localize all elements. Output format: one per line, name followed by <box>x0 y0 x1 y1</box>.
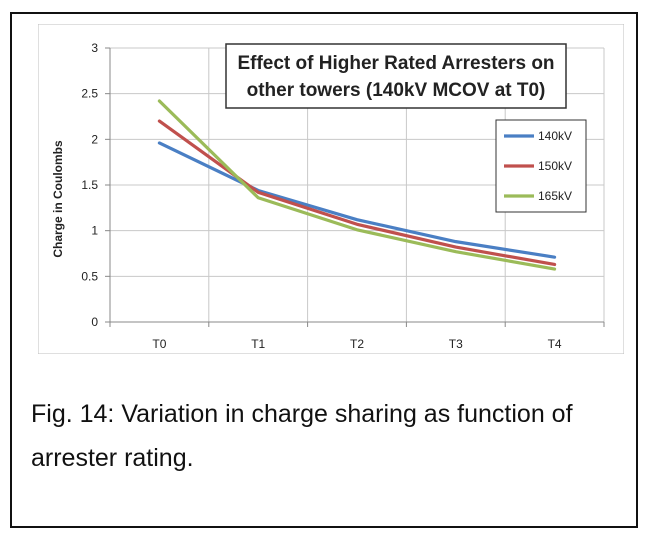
x-tick-label: T4 <box>548 337 562 351</box>
x-tick-label: T1 <box>251 337 265 351</box>
legend-label-165kV: 165kV <box>538 189 572 203</box>
chart-area: 0 0.5 1 1.5 2 2.5 3 T0 T1 T2 T3 T4 Effect of Higher… <box>37 23 625 355</box>
legend-label-140kV: 140kV <box>538 129 572 143</box>
axes: 0 0.5 1 1.5 2 2.5 3 T0 T1 T2 T3 T4 <box>81 41 605 351</box>
x-tick-label: T3 <box>449 337 463 351</box>
y-tick-label: 1.5 <box>81 178 98 192</box>
y-tick-label: 1 <box>91 224 98 238</box>
chart-title-box: Effect of Higher Rated Arresters on othe… <box>225 43 567 109</box>
series-line-150kV <box>157 119 557 267</box>
series-lines <box>157 99 557 271</box>
y-tick-label: 0.5 <box>81 269 98 283</box>
x-tick-label: T0 <box>152 337 166 351</box>
y-tick-label: 2.5 <box>81 87 98 101</box>
series-line-140kV <box>157 141 557 259</box>
series-line-165kV <box>157 99 557 271</box>
line-chart: 0 0.5 1 1.5 2 2.5 3 T0 T1 T2 T3 T4 Effect of Higher… <box>37 23 625 355</box>
y-tick-label: 3 <box>91 41 98 55</box>
y-tick-label: 0 <box>91 315 98 329</box>
chart-title-line-2: other towers (140kV MCOV at T0) <box>247 80 546 101</box>
y-tick-label: 2 <box>91 132 98 146</box>
legend-label-150kV: 150kV <box>538 159 572 173</box>
figure-caption: Fig. 14: Variation in charge sharing as … <box>31 400 573 472</box>
title-box-border <box>225 43 567 109</box>
y-axis-label: Charge in Coulombs <box>51 140 65 258</box>
legend: 140kV 150kV 165kV <box>495 119 587 213</box>
chart-title-line-1: Effect of Higher Rated Arresters on <box>237 53 554 74</box>
x-tick-label: T2 <box>350 337 364 351</box>
